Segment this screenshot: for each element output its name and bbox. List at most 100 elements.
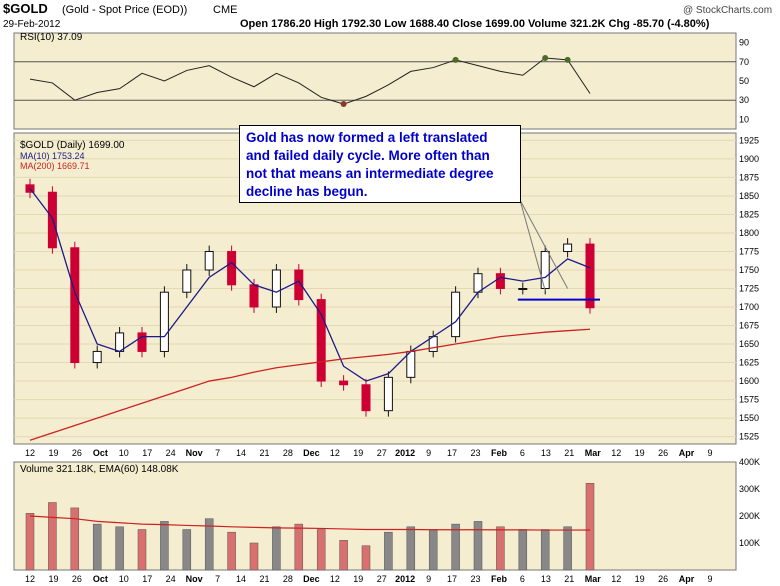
price-tick-label: 1900 bbox=[739, 154, 759, 164]
rsi-tick-label: 90 bbox=[739, 38, 749, 48]
price-tick-label: 1850 bbox=[739, 191, 759, 201]
volume-tick-label: 100K bbox=[739, 538, 760, 548]
price-x-tick-label: 19 bbox=[48, 448, 58, 458]
candle-body bbox=[294, 269, 304, 301]
price-x-tick-label: 7 bbox=[215, 448, 220, 458]
volume-x-tick-label: 14 bbox=[236, 574, 246, 584]
price-tick-label: 1750 bbox=[739, 265, 759, 275]
volume-x-tick-label: 19 bbox=[48, 574, 58, 584]
header-exchange: CME bbox=[213, 4, 237, 16]
volume-bar bbox=[137, 529, 147, 571]
volume-title: Volume 321.18K, EMA(60) 148.08K bbox=[20, 464, 179, 475]
candle-body bbox=[316, 299, 326, 382]
volume-bar bbox=[496, 526, 505, 571]
volume-tick-label: 300K bbox=[739, 484, 760, 494]
volume-bar bbox=[316, 529, 326, 571]
price-x-tick-label: Apr bbox=[679, 448, 695, 458]
volume-x-tick-label: 17 bbox=[142, 574, 152, 584]
candle-body bbox=[495, 273, 505, 290]
price-x-tick-label: Mar bbox=[585, 448, 602, 458]
volume-bar bbox=[249, 542, 259, 571]
volume-x-tick-label: 26 bbox=[658, 574, 668, 584]
price-title: $GOLD (Daily) 1699.00 bbox=[20, 140, 125, 151]
volume-x-tick-label: 19 bbox=[635, 574, 645, 584]
volume-bar bbox=[585, 483, 595, 571]
candle-body bbox=[115, 332, 125, 352]
rsi-title: RSI(10) 37.09 bbox=[20, 32, 83, 43]
volume-bar bbox=[70, 507, 80, 571]
price-layer bbox=[14, 139, 736, 441]
price-x-tick-label: 26 bbox=[658, 448, 668, 458]
price-x-tick-label: 21 bbox=[259, 448, 269, 458]
header-date: 29-Feb-2012 bbox=[3, 19, 61, 30]
price-x-tick-label: Dec bbox=[303, 448, 320, 458]
ma200-line bbox=[29, 328, 591, 441]
price-x-tick-label: Feb bbox=[491, 448, 508, 458]
volume-x-tick-label: 13 bbox=[541, 574, 551, 584]
price-tick-label: 1875 bbox=[739, 172, 759, 182]
candle-body bbox=[227, 250, 237, 286]
candle-body bbox=[92, 350, 102, 364]
volume-tick-label: 400K bbox=[739, 457, 760, 467]
header-description: (Gold - Spot Price (EOD)) bbox=[62, 4, 187, 16]
price-x-tick-label: 10 bbox=[119, 448, 129, 458]
volume-bar bbox=[294, 523, 304, 571]
candle-body bbox=[182, 269, 192, 293]
volume-x-tick-label: Apr bbox=[679, 574, 695, 584]
volume-bar bbox=[25, 513, 35, 571]
rsi-tick-label: 70 bbox=[739, 57, 749, 67]
volume-x-tick-label: 27 bbox=[377, 574, 387, 584]
volume-x-tick-label: 24 bbox=[166, 574, 176, 584]
price-x-tick-label: 12 bbox=[25, 448, 35, 458]
rsi-overbought-mark bbox=[564, 56, 571, 63]
candle-body bbox=[25, 184, 35, 193]
candle-body bbox=[473, 273, 483, 293]
volume-bar bbox=[92, 523, 102, 571]
annotation-box: Gold has now formed a left translated an… bbox=[239, 125, 521, 203]
volume-bar bbox=[518, 529, 528, 571]
candle-body bbox=[451, 291, 461, 338]
rsi-layer bbox=[14, 54, 736, 108]
volume-x-tick-label: 28 bbox=[283, 574, 293, 584]
rsi-overbought-mark bbox=[542, 54, 549, 61]
price-tick-label: 1675 bbox=[739, 321, 759, 331]
volume-bar bbox=[182, 529, 192, 571]
rsi-oversold-mark bbox=[340, 101, 347, 108]
annotation-pointer bbox=[519, 199, 546, 291]
annotation-pointer bbox=[519, 199, 569, 289]
price-x-tick-label: 13 bbox=[541, 448, 551, 458]
volume-x-tick-label: 12 bbox=[611, 574, 621, 584]
price-x-tick-label: 19 bbox=[353, 448, 363, 458]
price-x-tick-label: 2012 bbox=[395, 448, 415, 458]
price-tick-label: 1700 bbox=[739, 302, 759, 312]
price-tick-label: 1725 bbox=[739, 284, 759, 294]
volume-bar bbox=[160, 521, 169, 571]
ma10-line bbox=[29, 188, 591, 382]
volume-x-tick-label: 21 bbox=[259, 574, 269, 584]
ma10-legend: MA(10) 1753.24 bbox=[20, 151, 85, 161]
volume-x-tick-label: 19 bbox=[353, 574, 363, 584]
volume-bar bbox=[361, 545, 371, 571]
copyright: @ StockCharts.com bbox=[683, 5, 772, 16]
volume-x-tick-label: 9 bbox=[426, 574, 431, 584]
volume-bar bbox=[204, 518, 214, 571]
price-x-tick-label: Nov bbox=[186, 448, 203, 458]
price-x-tick-label: 24 bbox=[166, 448, 176, 458]
price-tick-label: 1925 bbox=[739, 135, 759, 145]
candle-body bbox=[563, 243, 573, 252]
volume-x-tick-label: Oct bbox=[93, 574, 108, 584]
volume-bar bbox=[227, 531, 236, 571]
volume-x-tick-label: 12 bbox=[25, 574, 35, 584]
price-x-tick-label: 27 bbox=[377, 448, 387, 458]
rsi-panel bbox=[13, 32, 737, 130]
price-x-tick-label: 28 bbox=[283, 448, 293, 458]
price-x-tick-label: 21 bbox=[564, 448, 574, 458]
price-x-tick-label: Oct bbox=[93, 448, 108, 458]
volume-bar bbox=[428, 529, 438, 571]
price-x-tick-label: 17 bbox=[447, 448, 457, 458]
price-tick-label: 1825 bbox=[739, 209, 759, 219]
ohlc-summary: Open 1786.20 High 1792.30 Low 1688.40 Cl… bbox=[240, 18, 710, 30]
price-tick-label: 1650 bbox=[739, 339, 759, 349]
volume-bar bbox=[540, 529, 550, 571]
candle-body bbox=[406, 350, 416, 378]
